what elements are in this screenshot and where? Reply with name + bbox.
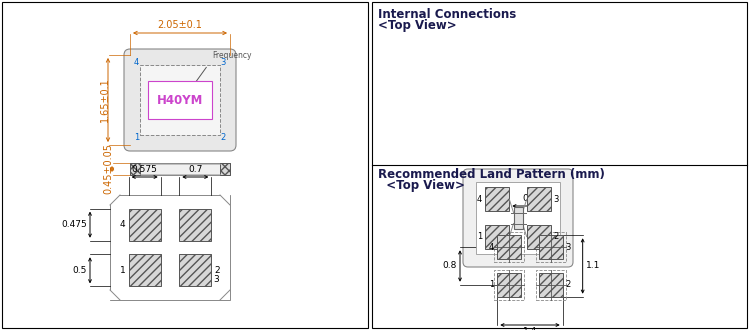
Bar <box>220 163 230 175</box>
Text: 1: 1 <box>489 280 494 289</box>
Bar <box>129 209 161 241</box>
Bar <box>140 65 220 135</box>
Text: 2: 2 <box>554 232 559 241</box>
Bar <box>2 2 368 328</box>
Text: 4: 4 <box>489 243 494 252</box>
Polygon shape <box>110 290 120 300</box>
Polygon shape <box>220 195 230 205</box>
Polygon shape <box>110 195 120 205</box>
Bar <box>494 270 524 300</box>
Bar <box>497 273 521 297</box>
Text: 4: 4 <box>120 220 126 229</box>
Text: 0.475: 0.475 <box>61 220 87 229</box>
Text: 1.65±0.1: 1.65±0.1 <box>100 78 110 122</box>
Text: 0.5: 0.5 <box>73 266 87 275</box>
Polygon shape <box>220 290 230 300</box>
Bar <box>485 187 509 211</box>
Text: <Top View>: <Top View> <box>378 179 465 192</box>
Text: 4: 4 <box>477 195 482 204</box>
Text: 1.4: 1.4 <box>523 327 537 330</box>
Text: 0.9: 0.9 <box>523 194 537 203</box>
Text: 2: 2 <box>221 133 226 142</box>
Bar <box>536 232 565 262</box>
Bar <box>539 273 562 297</box>
Bar <box>179 254 211 286</box>
Text: 0.8: 0.8 <box>443 261 457 271</box>
Text: 3: 3 <box>554 195 559 204</box>
Bar <box>536 270 565 300</box>
Bar <box>179 209 211 241</box>
Bar <box>497 235 521 259</box>
Bar <box>514 207 523 229</box>
Text: Frequency: Frequency <box>212 51 252 60</box>
Bar <box>372 2 747 328</box>
Bar <box>494 232 524 262</box>
FancyBboxPatch shape <box>463 169 573 267</box>
Bar <box>527 187 551 211</box>
Text: 0.45±0.05: 0.45±0.05 <box>103 144 113 194</box>
Text: H40YM: H40YM <box>157 93 203 107</box>
Text: 1.1: 1.1 <box>586 261 600 271</box>
Text: Internal Connections: Internal Connections <box>378 8 516 21</box>
Text: 2: 2 <box>565 280 571 289</box>
Bar <box>130 163 230 175</box>
Text: 1: 1 <box>120 266 126 275</box>
Bar <box>476 182 560 254</box>
Text: 2.05±0.1: 2.05±0.1 <box>157 20 202 30</box>
FancyBboxPatch shape <box>124 49 236 151</box>
Text: 3: 3 <box>221 58 226 67</box>
Bar <box>485 225 509 249</box>
Text: Recommended Land Pattern (mm): Recommended Land Pattern (mm) <box>378 168 605 181</box>
Text: 1: 1 <box>134 133 139 142</box>
Bar <box>527 225 551 249</box>
Text: 0.575: 0.575 <box>132 165 157 174</box>
Bar <box>539 235 562 259</box>
Text: 2: 2 <box>214 266 220 275</box>
Bar <box>148 81 212 119</box>
Text: 3: 3 <box>565 243 571 252</box>
Text: 0.7: 0.7 <box>188 165 202 174</box>
Bar <box>110 195 230 300</box>
Text: 4: 4 <box>134 58 139 67</box>
Text: 3: 3 <box>213 275 219 284</box>
Bar <box>129 254 161 286</box>
Bar <box>130 163 140 175</box>
Text: <Top View>: <Top View> <box>378 19 457 32</box>
Text: 1: 1 <box>477 232 482 241</box>
